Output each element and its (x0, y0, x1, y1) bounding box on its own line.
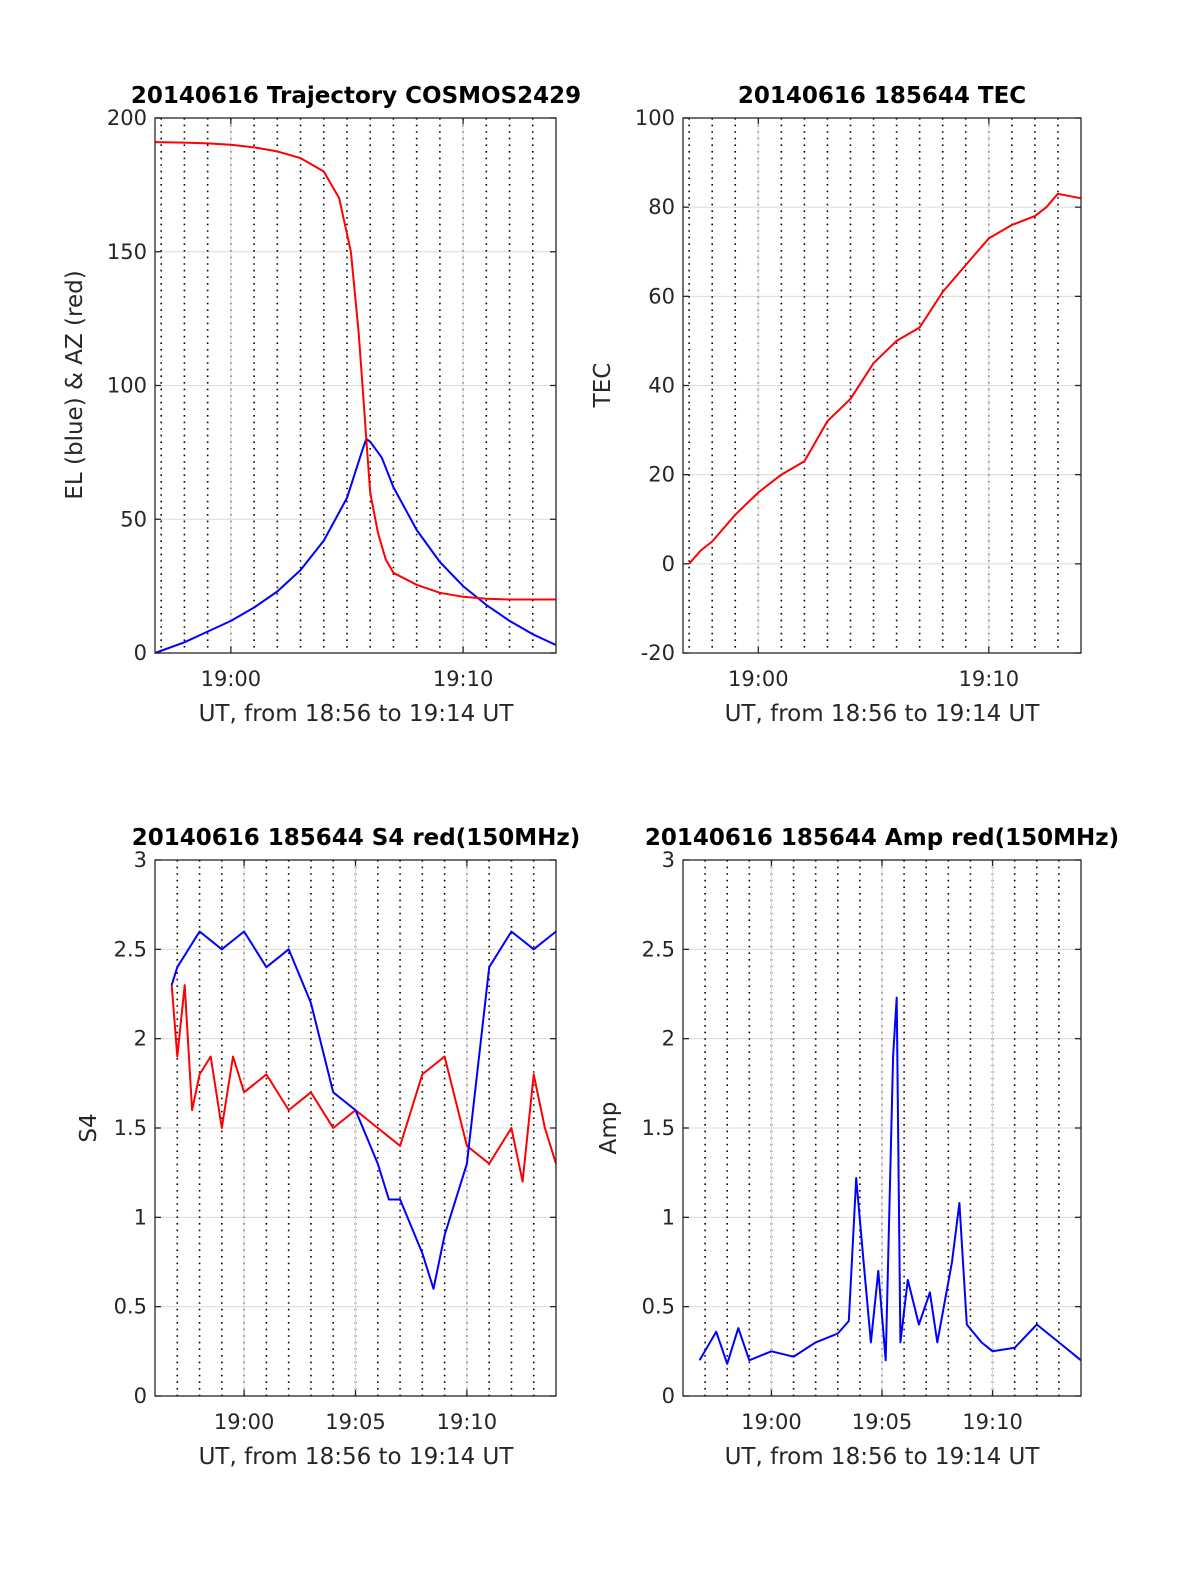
s4-ytick-label-5: 2.5 (114, 937, 147, 961)
y-axis-label-tec: TEC (590, 363, 616, 409)
s4-ytick-label-2: 1 (134, 1205, 147, 1229)
amp-xtick-label-2: 19:10 (962, 1410, 1023, 1434)
chart-title-amp: 20140616 185644 Amp red(150MHz) (645, 825, 1119, 851)
tec-ytick-label-4: 60 (648, 284, 675, 308)
trajectory-series-az (154, 141, 556, 601)
chart-title-trajectory: 20140616 Trajectory COSMOS2429 (131, 83, 581, 109)
s4-ytick-label-6: 3 (134, 848, 147, 872)
tec-ytick-label-2: 20 (648, 463, 675, 487)
amp-ytick-label-6: 3 (662, 848, 675, 872)
y-axis-label-s4: S4 (76, 1113, 102, 1142)
amp-ytick-label-1: 0.5 (642, 1295, 675, 1319)
s4-ytick-label-1: 0.5 (114, 1295, 147, 1319)
amp-xtick-label-1: 19:05 (852, 1410, 913, 1434)
amp-panel: 0 0.5 1 1.5 2 2.5 3 19:00 19:05 19:10 (642, 848, 1082, 1434)
s4-panel: 0 0.5 1 1.5 2 2.5 3 19:00 19:05 19:10 (114, 848, 557, 1434)
s4-ytick-label-4: 2 (134, 1027, 147, 1051)
y-axis-label-trajectory: EL (blue) & AZ (red) (62, 270, 88, 499)
s4-series-red (170, 984, 557, 1183)
tec-ytick-label-5: 80 (648, 195, 675, 219)
s4-xtick-label-1: 19:05 (325, 1410, 386, 1434)
trajectory-ytick-label-0: 0 (134, 641, 147, 665)
chart-title-tec: 20140616 185644 TEC (738, 83, 1026, 109)
x-axis-label-tec: UT, from 18:56 to 19:14 UT (725, 701, 1041, 727)
trajectory-ytick-label-4: 200 (107, 106, 147, 130)
amp-ytick-label-4: 2 (662, 1027, 675, 1051)
s4-ytick-label-0: 0 (134, 1384, 147, 1408)
trajectory-ytick-label-3: 150 (107, 240, 147, 264)
x-axis-label-amp: UT, from 18:56 to 19:14 UT (725, 1444, 1041, 1470)
amp-ytick-label-3: 1.5 (642, 1116, 675, 1140)
amp-ytick-label-5: 2.5 (642, 937, 675, 961)
tec-xtick-label-1: 19:10 (959, 667, 1020, 691)
trajectory-ytick-label-2: 100 (107, 374, 147, 398)
amp-xtick-label-0: 19:00 (741, 1410, 802, 1434)
trajectory-xtick-label-1: 19:10 (433, 667, 494, 691)
tec-ytick-label-6: 100 (635, 106, 675, 130)
trajectory-ytick-label-1: 50 (120, 507, 147, 531)
trajectory-panel: 0 50 100 150 200 19:00 19:10 (107, 106, 557, 691)
tec-ytick-label-1: 0 (662, 552, 675, 576)
amp-ytick-label-2: 1 (662, 1205, 675, 1229)
tec-series-tec (688, 192, 1082, 565)
tec-ytick-label-3: 40 (648, 374, 675, 398)
x-axis-label-trajectory: UT, from 18:56 to 19:14 UT (199, 701, 515, 727)
x-axis-label-s4: UT, from 18:56 to 19:14 UT (199, 1444, 515, 1470)
tec-ytick-label-0: -20 (641, 641, 675, 665)
s4-ytick-label-3: 1.5 (114, 1116, 147, 1140)
amp-ytick-label-0: 0 (662, 1384, 675, 1408)
y-axis-label-amp: Amp (596, 1102, 622, 1155)
trajectory-xtick-label-0: 19:00 (201, 667, 262, 691)
chart-title-s4: 20140616 185644 S4 red(150MHz) (132, 825, 581, 851)
s4-series-blue (170, 930, 557, 1290)
amp-series-amp (698, 996, 1082, 1365)
tec-xtick-label-0: 19:00 (728, 667, 789, 691)
s4-xtick-label-0: 19:00 (214, 1410, 275, 1434)
s4-xtick-label-2: 19:10 (437, 1410, 498, 1434)
tec-panel: -20 0 20 40 60 80 100 19:00 19:10 (635, 106, 1082, 691)
